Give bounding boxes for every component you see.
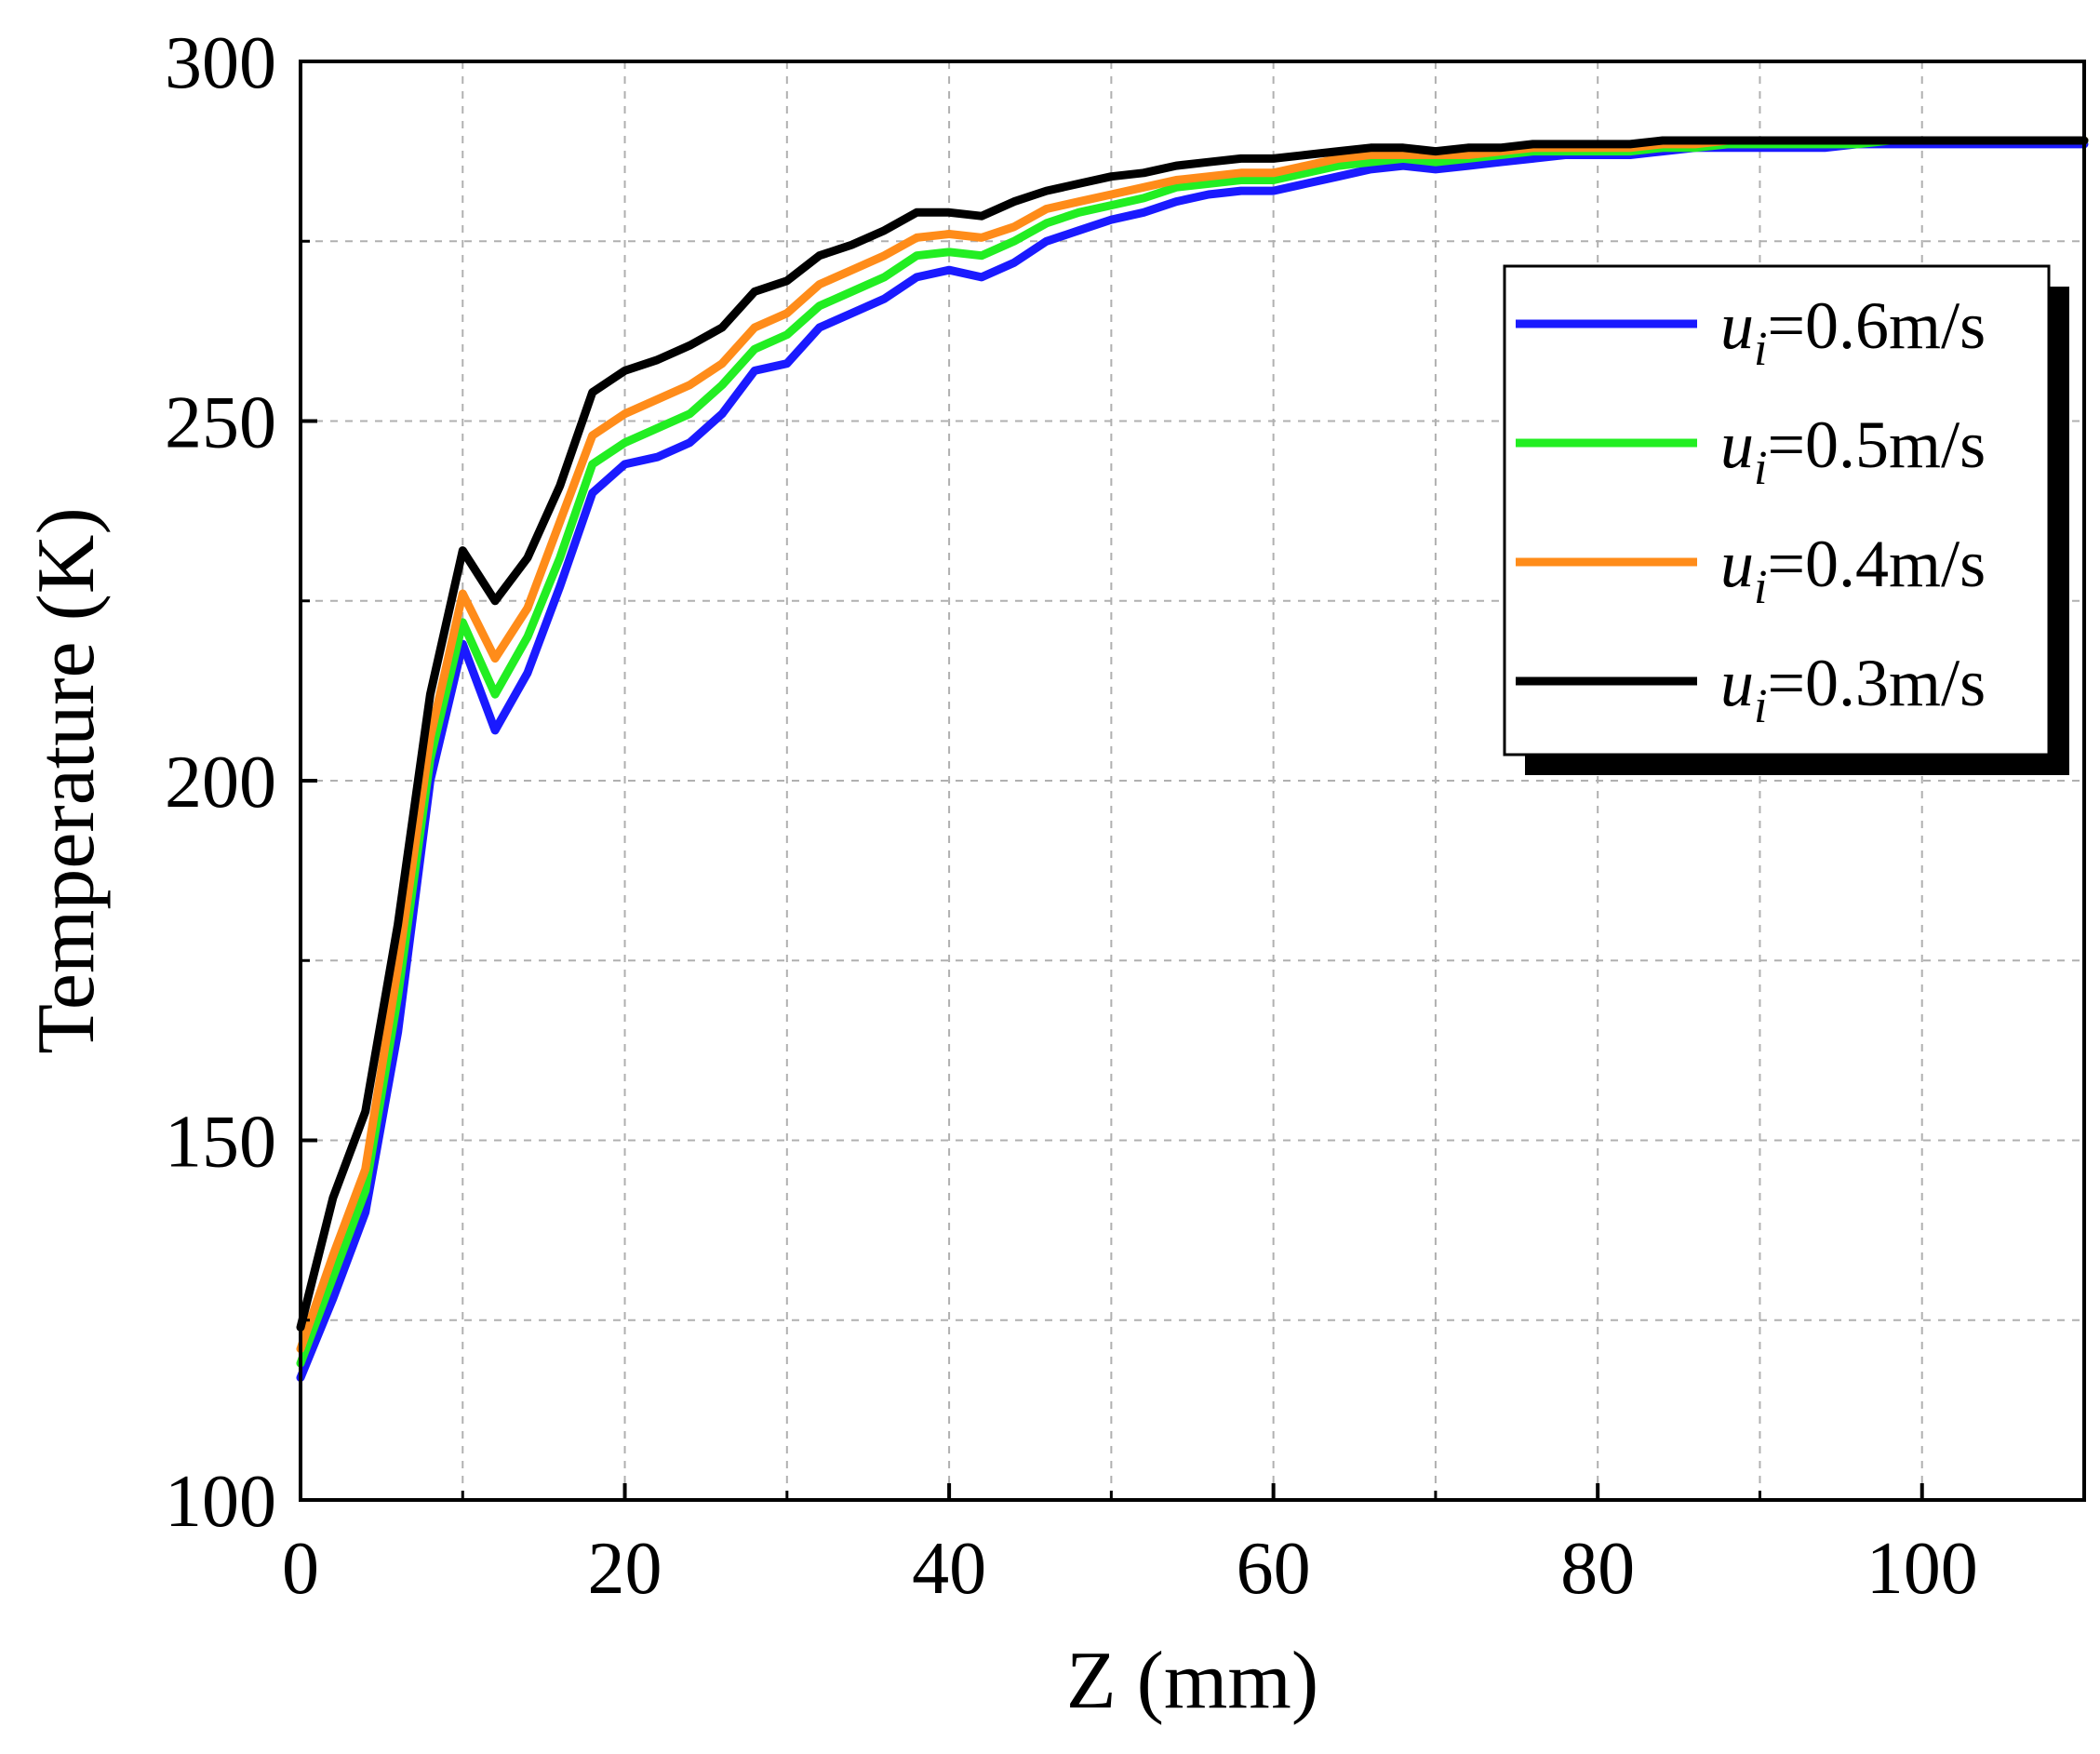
legend-label-var: u (1720, 646, 1754, 720)
legend-label-var: u (1720, 527, 1754, 601)
x-tick-label: 0 (282, 1528, 319, 1610)
legend-item-3: ui=0.3m/s (1516, 646, 1986, 733)
y-tick-label: 250 (165, 382, 276, 464)
series-lines (296, 136, 2089, 1383)
legend-item-2: ui=0.4m/s (1516, 527, 1986, 614)
axis-ticks: 0 20 40 60 80 100 100 150 200 250 300 (165, 22, 1978, 1610)
legend-box (1503, 264, 2051, 756)
x-tick-label: 80 (1560, 1528, 1635, 1610)
legend-label-sub: i (1754, 680, 1767, 733)
y-tick-label: 100 (165, 1461, 276, 1543)
legend-label-rest: =0.4m/s (1767, 527, 1986, 601)
x-tick-label: 60 (1237, 1528, 1311, 1610)
series-line-3 (296, 136, 2089, 1332)
legend-label-rest: =0.5m/s (1767, 408, 1986, 482)
legend-item-1: ui=0.5m/s (1516, 408, 1986, 495)
legend-label-sub: i (1754, 442, 1767, 495)
legend-label-var: u (1720, 408, 1754, 482)
legend-item-0: ui=0.6m/s (1516, 288, 1986, 376)
legend-label-var: u (1720, 288, 1754, 363)
legend-label: ui=0.4m/s (1720, 527, 1986, 614)
legend-label-sub: i (1754, 323, 1767, 376)
x-tick-label: 20 (588, 1528, 662, 1610)
y-tick-label: 150 (165, 1102, 276, 1184)
legend-label: ui=0.6m/s (1720, 288, 1986, 376)
legend-label: ui=0.5m/s (1720, 408, 1986, 495)
x-tick-label: 40 (912, 1528, 986, 1610)
y-axis-title: Temperature (K) (21, 507, 112, 1054)
x-axis-title: Z (mm) (1066, 1636, 1318, 1726)
legend-label-rest: =0.6m/s (1767, 288, 1986, 363)
legend-label-sub: i (1754, 561, 1767, 614)
legend: ui=0.6m/sui=0.5m/sui=0.4m/sui=0.3m/s (1503, 264, 2069, 775)
y-tick-label: 200 (165, 742, 276, 823)
legend-entries: ui=0.6m/sui=0.5m/sui=0.4m/sui=0.3m/s (1516, 288, 1986, 733)
x-tick-label: 100 (1866, 1528, 1978, 1610)
y-tick-label: 300 (165, 22, 276, 104)
legend-label-rest: =0.3m/s (1767, 646, 1986, 720)
legend-label: ui=0.3m/s (1720, 646, 1986, 733)
